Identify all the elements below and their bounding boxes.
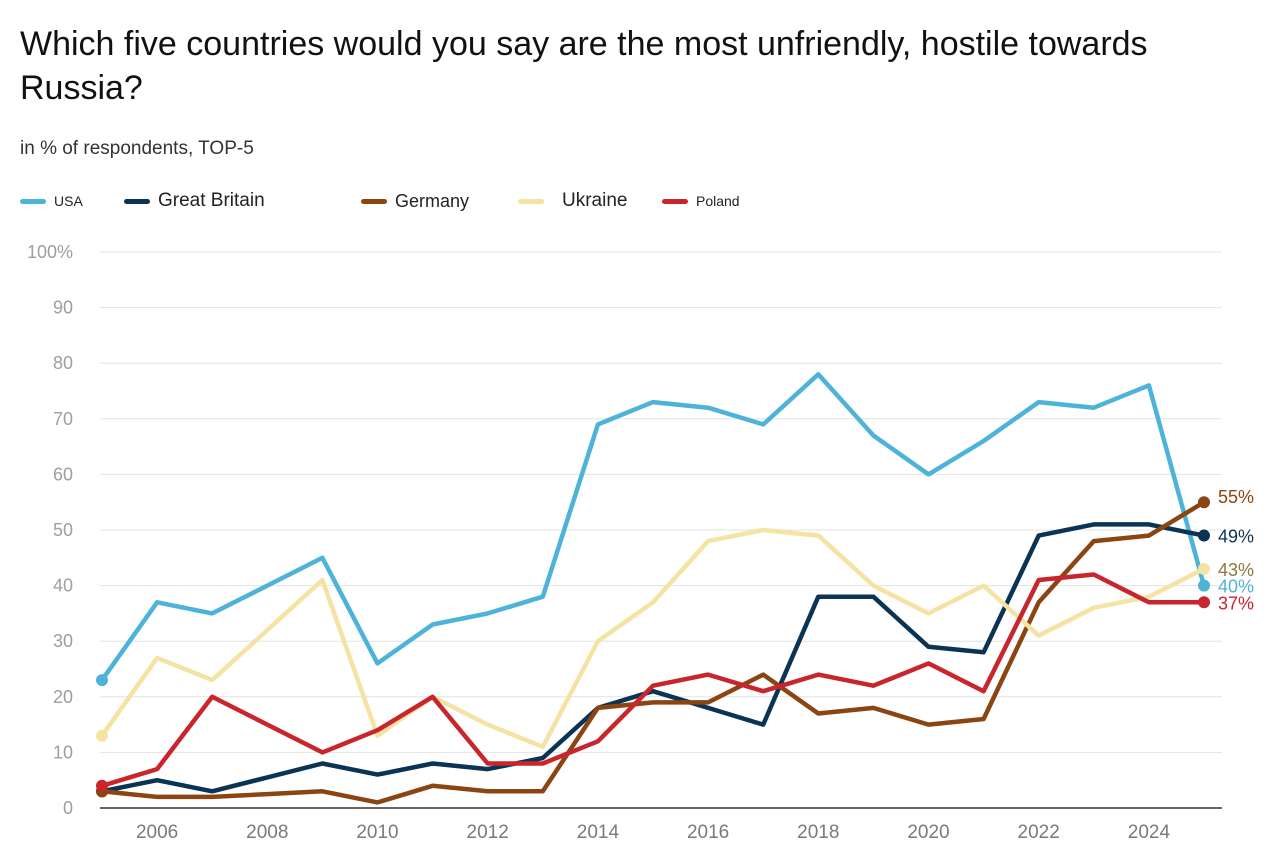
legend-item-poland: Poland — [662, 186, 740, 216]
legend: USA Great Britain Germany Ukraine Poland — [20, 186, 1260, 216]
series-line-usa — [99, 372, 1207, 683]
end-label-usa: 40% — [1218, 577, 1254, 597]
end-label-ukraine: 43% — [1218, 560, 1254, 580]
x-tick-label: 2014 — [577, 822, 620, 843]
x-axis-ticks: 2006 2008 2010 2012 2014 2016 2018 2020 2022 2024 — [136, 822, 1171, 843]
series-end-point-usa — [1198, 579, 1210, 592]
y-tick-label: 20 — [53, 687, 73, 707]
y-tick-label: 70 — [53, 409, 73, 429]
legend-swatch-usa — [20, 198, 46, 204]
x-tick-label: 2010 — [356, 822, 398, 843]
y-tick-label: 100% — [27, 242, 73, 262]
end-label-poland: 37% — [1218, 593, 1254, 613]
gridlines — [100, 251, 1222, 809]
series-end-point-germany — [1198, 496, 1210, 509]
x-tick-label: 2006 — [136, 822, 178, 843]
legend-item-germany: Germany — [361, 186, 469, 216]
y-tick-label: 10 — [53, 742, 73, 762]
series-line-great-britain — [99, 522, 1207, 794]
legend-item-usa: USA — [20, 186, 83, 216]
legend-label-great-britain: Great Britain — [158, 190, 265, 211]
end-label-great-britain: 49% — [1218, 527, 1254, 547]
legend-swatch-germany — [361, 198, 387, 204]
x-tick-label: 2024 — [1128, 822, 1171, 843]
series-start-point-ukraine — [96, 729, 108, 742]
legend-label-ukraine: Ukraine — [562, 190, 628, 211]
legend-swatch-ukraine — [518, 198, 544, 204]
series-end-point-poland — [1198, 596, 1210, 609]
series-line-poland — [99, 572, 1207, 789]
legend-swatch-poland — [662, 198, 688, 204]
chart-subtitle: in % of respondents, TOP-5 — [20, 138, 254, 159]
y-tick-label: 30 — [53, 631, 73, 651]
y-tick-label: 90 — [53, 298, 73, 318]
series-lines — [96, 372, 1210, 805]
end-labels: 40% 49% 55% 43% 37% — [1218, 487, 1254, 613]
series-line-germany — [99, 499, 1207, 805]
y-tick-label: 40 — [53, 576, 73, 596]
legend-item-great-britain: Great Britain — [124, 186, 265, 216]
legend-swatch-great-britain — [124, 198, 150, 204]
y-axis-ticks: 0 10 20 30 40 50 60 70 80 90 100% — [27, 242, 73, 818]
x-tick-label: 2016 — [687, 822, 729, 843]
series-end-point-ukraine — [1198, 562, 1210, 575]
series-start-point-usa — [96, 674, 108, 687]
chart-title: Which five countries would you say are t… — [20, 25, 1148, 107]
series-end-point-great-britain — [1198, 529, 1210, 542]
x-tick-label: 2020 — [907, 822, 949, 843]
x-tick-label: 2018 — [797, 822, 839, 843]
legend-label-usa: USA — [54, 193, 83, 209]
x-tick-label: 2022 — [1018, 822, 1060, 843]
y-tick-label: 0 — [63, 798, 73, 818]
x-tick-label: 2008 — [246, 822, 288, 843]
x-tick-label: 2012 — [467, 822, 509, 843]
end-label-germany: 55% — [1218, 487, 1254, 507]
legend-label-germany: Germany — [395, 190, 470, 211]
legend-item-ukraine: Ukraine — [518, 186, 627, 216]
y-tick-label: 60 — [53, 464, 73, 484]
y-tick-label: 80 — [53, 353, 73, 373]
legend-label-poland: Poland — [696, 193, 740, 209]
series-line-ukraine — [99, 527, 1207, 750]
series-start-point-poland — [96, 779, 108, 792]
y-tick-label: 50 — [53, 520, 73, 540]
